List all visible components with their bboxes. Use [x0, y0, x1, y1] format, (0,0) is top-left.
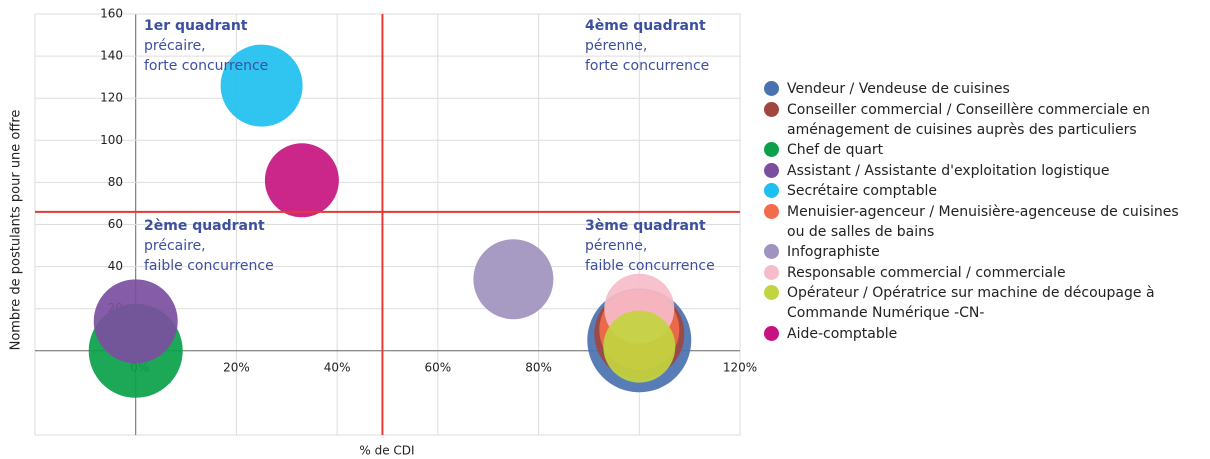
legend-swatch [764, 162, 779, 178]
legend-item: Opérateur / Opératrice sur machine de dé… [764, 283, 1184, 323]
legend-item: Assistant / Assistante d'exploitation lo… [764, 161, 1184, 181]
legend-item: Vendeur / Vendeuse de cuisines [764, 79, 1184, 99]
x-tick-label: 60% [425, 360, 452, 374]
y-tick-label: 160 [100, 7, 123, 21]
annotation-title: 4ème quadrant [585, 18, 706, 34]
legend-label: Responsable commercial / commerciale [787, 264, 1066, 281]
bubble [603, 310, 676, 383]
legend-label: Menuisier-agenceur / Menuisière-agenceus… [787, 203, 1179, 240]
legend-swatch [764, 183, 779, 198]
legend-swatch [764, 244, 779, 259]
legend-swatch [764, 264, 779, 280]
annotation-text: faible concurrence [144, 258, 274, 274]
legend-item: Aide-comptable [764, 324, 1184, 344]
x-tick-label: 80% [525, 360, 552, 374]
legend-label: Conseiller commercial / Conseillère comm… [787, 101, 1151, 138]
annotation-title: 1er quadrant [144, 18, 248, 34]
legend-label: Opérateur / Opératrice sur machine de dé… [787, 285, 1155, 321]
legend-swatch [764, 101, 779, 117]
legend-label: Assistant / Assistante d'exploitation lo… [787, 162, 1110, 179]
legend-swatch [764, 81, 779, 96]
y-tick-label: 140 [100, 49, 123, 63]
x-tick-label: 40% [324, 360, 351, 374]
annotation-text: forte concurrence [144, 58, 268, 74]
annotation-title: 2ème quadrant [144, 218, 265, 234]
legend-item: Menuisier-agenceur / Menuisière-agenceus… [764, 202, 1184, 242]
legend: Vendeur / Vendeuse de cuisines Conseiller… [764, 79, 1184, 344]
legend-label: Secrétaire comptable [787, 183, 937, 199]
x-axis-label: % de CDI [359, 444, 414, 458]
legend-item: Responsable commercial / commerciale [764, 263, 1184, 283]
bubble [264, 143, 339, 218]
y-tick-label: 100 [100, 133, 123, 147]
annotation-text: précaire, [144, 38, 206, 54]
legend-swatch [764, 142, 779, 157]
legend-item: Chef de quart [764, 140, 1184, 160]
legend-item: Secrétaire comptable [764, 181, 1184, 201]
y-axis-label: Nombre de postulants pour une offre [9, 110, 24, 351]
bubble [93, 279, 178, 364]
annotation-text: faible concurrence [585, 258, 715, 274]
x-tick-label: 120% [723, 360, 757, 374]
annotation-text: pérenne, [585, 238, 647, 254]
legend-label: Aide-comptable [787, 325, 898, 342]
y-tick-label: 60 [108, 217, 123, 231]
bubble [220, 44, 303, 127]
legend-item: Infographiste [764, 242, 1184, 262]
legend-item: Conseiller commercial / Conseillère comm… [764, 100, 1184, 140]
bubble [473, 239, 554, 320]
legend-swatch [764, 285, 779, 300]
chart: % de CDI Nombre de postulants pour une o… [9, 7, 758, 458]
legend-label: Infographiste [787, 244, 880, 260]
legend-swatch [764, 325, 779, 341]
y-tick-label: 120 [100, 91, 123, 105]
annotation-text: précaire, [144, 238, 206, 254]
annotation-text: forte concurrence [585, 58, 709, 74]
y-tick-label: 80 [108, 175, 123, 189]
y-tick-label: 40 [108, 259, 123, 273]
x-tick-label: 20% [223, 360, 250, 374]
annotation-title: 3ème quadrant [585, 218, 706, 234]
legend-label: Chef de quart [787, 142, 884, 158]
legend-label: Vendeur / Vendeuse de cuisines [787, 81, 1010, 97]
legend-swatch [764, 203, 779, 219]
annotation-text: pérenne, [585, 38, 647, 54]
